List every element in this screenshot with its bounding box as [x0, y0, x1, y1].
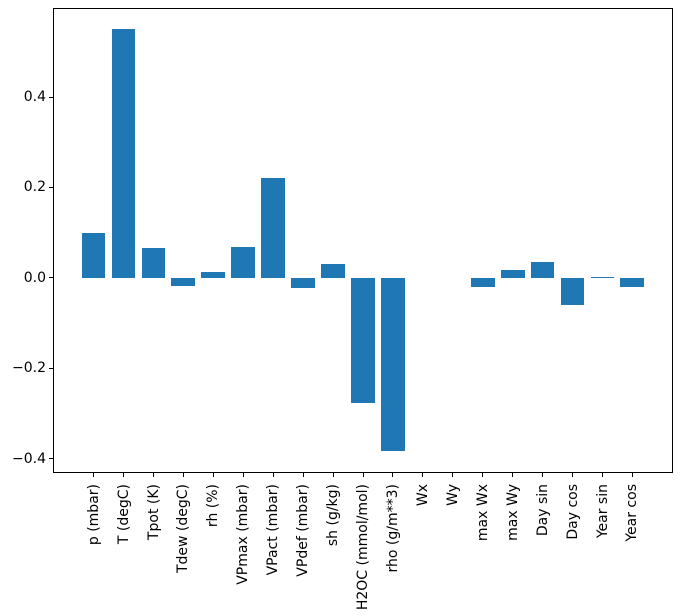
x-tick-label-text: Year cos: [624, 484, 641, 542]
x-tick-label-text: Wx: [414, 484, 431, 507]
x-axis-tick: [332, 472, 334, 477]
bar-year-sin: [590, 276, 615, 278]
y-tick-label: −0.2: [12, 360, 46, 377]
x-tick-label-text: Wy: [444, 484, 461, 506]
bar-year-cos: [620, 277, 645, 287]
x-axis-tick: [422, 472, 424, 477]
y-axis-tick: [49, 186, 53, 188]
bar-vpdef-mbar: [291, 277, 316, 288]
bar-sh-g-kg: [321, 263, 345, 278]
y-axis-tick: [49, 96, 53, 98]
x-axis-tick: [272, 472, 274, 477]
x-tick-label-text: VPmax (mbar): [235, 484, 252, 585]
x-axis-tick: [362, 472, 364, 477]
x-tick-label-text: H2OC (mmol/mol): [355, 484, 371, 611]
x-axis-tick: [482, 472, 484, 477]
bar-vpmax-mbar: [231, 247, 256, 278]
y-tick-label: 0.0: [23, 269, 46, 286]
bar-t-degc: [111, 29, 136, 278]
x-tick-label-text: max Wy: [504, 484, 521, 541]
bar-tpot-k: [141, 247, 166, 278]
bar-p-mbar: [81, 232, 106, 278]
x-axis-tick: [93, 472, 95, 477]
bar-day-sin: [530, 261, 555, 278]
bar-day-cos: [560, 277, 585, 306]
x-tick-label-text: Tpot (K): [145, 484, 162, 541]
x-tick-label-text: rh (%): [205, 484, 222, 528]
x-axis-tick: [302, 472, 304, 477]
x-axis-tick: [572, 472, 573, 477]
y-axis-tick: [49, 367, 53, 369]
y-axis-tick: [49, 277, 53, 279]
x-axis-tick: [242, 472, 244, 477]
bar-tdew-degc: [171, 277, 196, 286]
x-axis-tick: [631, 472, 633, 477]
x-tick-label-text: p (mbar): [85, 484, 102, 546]
x-tick-label-text: Tdew (degC): [175, 484, 192, 574]
x-tick-label-text: rho (g/m**3): [384, 484, 401, 573]
x-axis-tick: [542, 472, 544, 477]
bar-h2oc-mmol-mol: [351, 277, 375, 404]
x-tick-label-text: Day cos: [564, 484, 581, 540]
x-tick-label-text: Year sin: [594, 484, 611, 539]
x-axis-tick: [182, 472, 184, 477]
y-tick-label: −0.4: [12, 450, 46, 467]
x-axis-tick: [153, 472, 154, 477]
bar-vpact-mbar: [261, 177, 286, 278]
y-tick-label: 0.2: [23, 179, 46, 196]
bar-max-wx: [470, 277, 495, 287]
x-axis-tick: [512, 472, 514, 477]
bar-rh: [201, 272, 226, 278]
y-tick-label: 0.4: [23, 89, 46, 105]
x-tick-label-text: sh (g/kg): [325, 484, 342, 547]
x-axis-tick: [452, 472, 454, 477]
x-axis-tick: [123, 472, 124, 477]
y-axis-tick: [49, 458, 53, 459]
x-tick-label-text: max Wx: [474, 484, 491, 542]
x-tick-label-text: VPdef (mbar): [295, 484, 312, 577]
x-axis-tick: [392, 472, 394, 477]
x-axis-tick: [602, 472, 603, 477]
x-axis-tick: [212, 472, 214, 477]
x-tick-label-text: T (degC): [115, 484, 132, 545]
bar-rho-g-m-3: [381, 277, 405, 452]
x-tick-label-text: VPact (mbar): [265, 484, 282, 576]
bar-max-wy: [500, 270, 525, 278]
x-tick-label-text: Day sin: [534, 484, 551, 537]
